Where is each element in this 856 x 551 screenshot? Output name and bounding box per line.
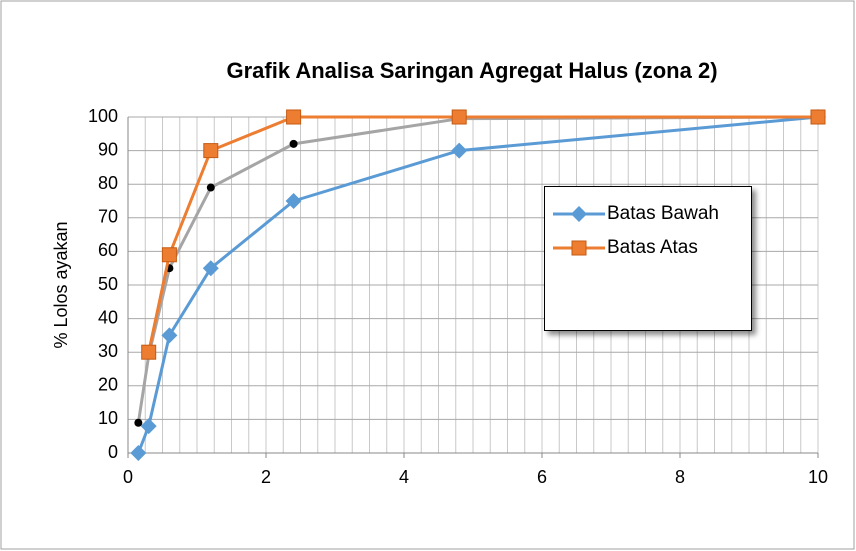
marker xyxy=(134,418,143,427)
legend-entry: Batas Atas xyxy=(545,233,751,263)
legend-label: Batas Atas xyxy=(607,237,698,258)
legend-marker xyxy=(571,206,587,222)
marker xyxy=(285,193,302,209)
y-tick-label: 0 xyxy=(108,442,118,462)
y-axis-label: % Lolos ayakan xyxy=(51,221,71,348)
x-tick-label: 2 xyxy=(261,467,271,487)
legend: Batas Bawah Batas Atas xyxy=(544,186,752,331)
chart-title: Grafik Analisa Saringan Agregat Halus (z… xyxy=(226,58,717,83)
y-tick-label: 90 xyxy=(98,139,118,159)
marker xyxy=(810,109,826,125)
x-tick-label: 8 xyxy=(675,467,685,487)
marker xyxy=(161,327,178,344)
legend-label: Batas Bawah xyxy=(607,203,719,224)
legend-entry: Batas Bawah xyxy=(545,199,751,229)
marker xyxy=(206,183,215,192)
y-tick-label: 80 xyxy=(98,173,118,193)
y-tick-label: 20 xyxy=(98,375,118,395)
x-tick-label: 0 xyxy=(123,467,133,487)
marker xyxy=(451,142,468,159)
marker xyxy=(289,139,298,148)
y-tick-label: 100 xyxy=(88,106,118,126)
legend-marker xyxy=(571,240,587,256)
marker xyxy=(202,260,219,277)
y-tick-label: 10 xyxy=(98,408,118,428)
marker xyxy=(286,109,302,125)
marker xyxy=(130,445,147,461)
y-tick-label: 70 xyxy=(98,207,118,227)
marker xyxy=(141,344,157,360)
marker xyxy=(203,143,219,159)
y-tick-label: 30 xyxy=(98,341,118,361)
x-tick-label: 4 xyxy=(399,467,409,487)
marker xyxy=(140,418,157,435)
marker xyxy=(161,247,177,263)
x-tick-label: 10 xyxy=(808,467,828,487)
marker xyxy=(451,109,467,125)
y-tick-label: 40 xyxy=(98,307,118,327)
legend-icon xyxy=(553,206,605,222)
y-tick-label: 60 xyxy=(98,240,118,260)
legend-icon xyxy=(553,240,605,256)
y-tick-label: 50 xyxy=(98,274,118,294)
series-line xyxy=(147,115,818,353)
x-tick-label: 6 xyxy=(537,467,547,487)
